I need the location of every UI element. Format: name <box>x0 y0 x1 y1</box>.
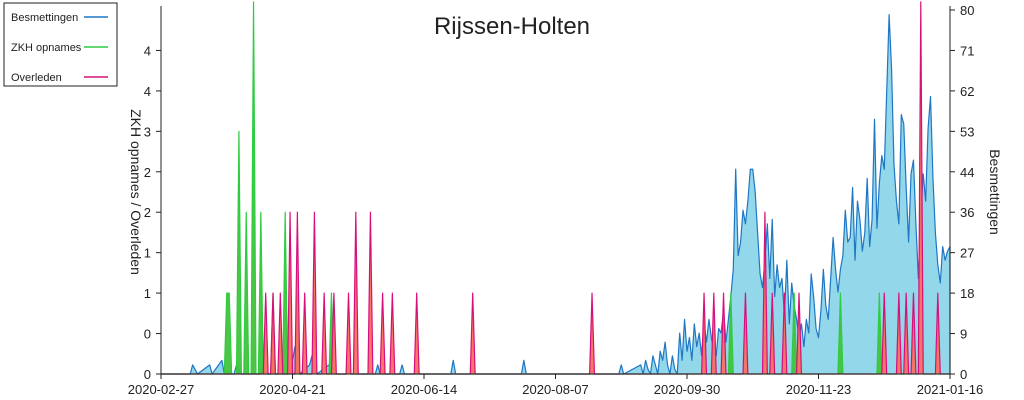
y-right-tick-label-7: 62 <box>960 84 974 99</box>
y-right-tick-label-4: 36 <box>960 205 974 220</box>
y-left-tick-label-8: 4 <box>144 43 151 58</box>
y-left-tick-label-4: 2 <box>144 205 151 220</box>
legend-label-zkh: ZKH opnames <box>11 42 82 54</box>
legend-label-overleden: Overleden <box>11 72 62 84</box>
y-right-tick-label-6: 53 <box>960 124 974 139</box>
y-left-tick-label-2: 1 <box>144 286 151 301</box>
y-right-tick-label-5: 44 <box>960 165 974 180</box>
x-tick-label-6: 2021-01-16 <box>917 382 984 397</box>
y-right-tick-label-3: 27 <box>960 246 974 261</box>
y-right-axis-title: Besmettingen <box>987 149 1003 235</box>
x-tick-label-3: 2020-08-07 <box>522 382 589 397</box>
y-right-tick-label-2: 18 <box>960 286 974 301</box>
y-left-tick-label-6: 3 <box>144 124 151 139</box>
x-tick-label-0: 2020-02-27 <box>128 382 195 397</box>
besmettingen-area <box>161 14 950 375</box>
x-tick-label-4: 2020-09-30 <box>654 382 721 397</box>
y-left-axis-title: ZKH opnames / Overleden <box>128 109 144 275</box>
y-right-tick-label-0: 0 <box>960 367 967 382</box>
legend: Besmettingen ZKH opnames Overleden <box>3 2 118 87</box>
y-right-tick-label-1: 9 <box>960 327 967 342</box>
x-tick-label-2: 2020-06-14 <box>391 382 458 397</box>
x-tick-label-1: 2020-04-21 <box>259 382 326 397</box>
y-left-tick-label-0: 0 <box>144 367 151 382</box>
y-left-tick-label-3: 1 <box>144 246 151 261</box>
x-tick-label-5: 2020-11-23 <box>786 382 852 397</box>
y-right-tick-label-9: 80 <box>960 3 974 18</box>
zkh-area <box>161 1 950 374</box>
chart-title: Rijssen-Holten <box>434 13 590 40</box>
plot-area <box>161 1 951 375</box>
y-left-tick-label-7: 4 <box>144 84 151 99</box>
y-left-tick-label-5: 2 <box>144 165 151 180</box>
y-left-tick-label-1: 0 <box>144 327 151 342</box>
y-right-tick-label-8: 71 <box>960 43 974 58</box>
legend-label-besmettingen: Besmettingen <box>11 12 78 24</box>
